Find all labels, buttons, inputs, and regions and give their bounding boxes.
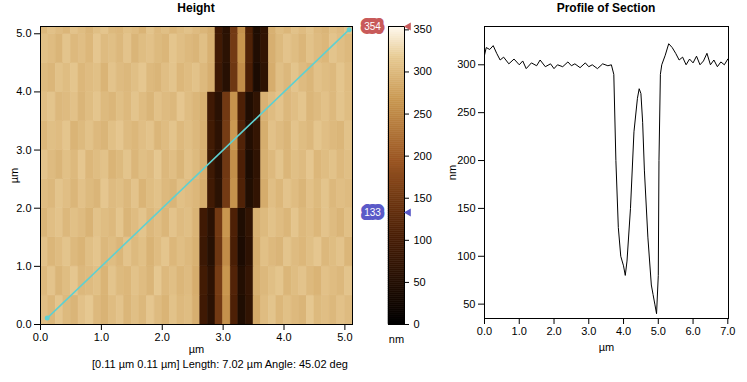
svg-text:133: 133 (364, 207, 381, 218)
svg-text:50: 50 (414, 276, 426, 288)
svg-text:6.0: 6.0 (685, 325, 700, 337)
svg-text:350: 350 (414, 23, 432, 35)
svg-text:0: 0 (414, 318, 420, 330)
svg-text:nm: nm (389, 333, 404, 345)
svg-text:5.0: 5.0 (337, 331, 352, 343)
svg-text:5.0: 5.0 (16, 27, 31, 39)
svg-text:150: 150 (457, 202, 475, 214)
svg-text:200: 200 (457, 154, 475, 166)
svg-text:1.0: 1.0 (16, 260, 31, 272)
svg-text:354: 354 (364, 21, 381, 32)
svg-text:100: 100 (457, 250, 475, 262)
svg-text:250: 250 (457, 106, 475, 118)
html-text:Height: Height (177, 1, 215, 15)
html-text:[0.11 µm 0.11 µm] Length: 7.02: [0.11 µm 0.11 µm] Length: 7.02 µm Angle:… (92, 358, 348, 370)
svg-text:100: 100 (414, 234, 432, 246)
svg-text:4.0: 4.0 (16, 85, 31, 97)
svg-text:0.0: 0.0 (16, 318, 31, 330)
svg-text:0.0: 0.0 (33, 331, 48, 343)
svg-text:µm: µm (8, 168, 20, 184)
svg-text:2.0: 2.0 (16, 202, 31, 214)
svg-text:7.0: 7.0 (720, 325, 735, 337)
svg-text:50: 50 (463, 298, 475, 310)
svg-text:250: 250 (414, 108, 432, 120)
svg-text:3.0: 3.0 (16, 144, 31, 156)
svg-text:2.0: 2.0 (546, 325, 561, 337)
svg-text:200: 200 (414, 150, 432, 162)
html-text:Profile of Section: Profile of Section (556, 1, 656, 15)
svg-text:µm: µm (599, 341, 615, 353)
svg-text:300: 300 (457, 58, 475, 70)
svg-text:1.0: 1.0 (512, 325, 527, 337)
svg-text:300: 300 (414, 65, 432, 77)
svg-text:nm: nm (446, 165, 458, 180)
svg-text:0.0: 0.0 (477, 325, 492, 337)
svg-text:2.0: 2.0 (155, 331, 170, 343)
svg-text:5.0: 5.0 (651, 325, 666, 337)
svg-text:µm: µm (189, 343, 205, 355)
svg-text:3.0: 3.0 (215, 331, 230, 343)
svg-text:150: 150 (414, 192, 432, 204)
svg-text:3.0: 3.0 (581, 325, 596, 337)
svg-text:1.0: 1.0 (94, 331, 109, 343)
svg-text:4.0: 4.0 (276, 331, 291, 343)
svg-text:4.0: 4.0 (616, 325, 631, 337)
